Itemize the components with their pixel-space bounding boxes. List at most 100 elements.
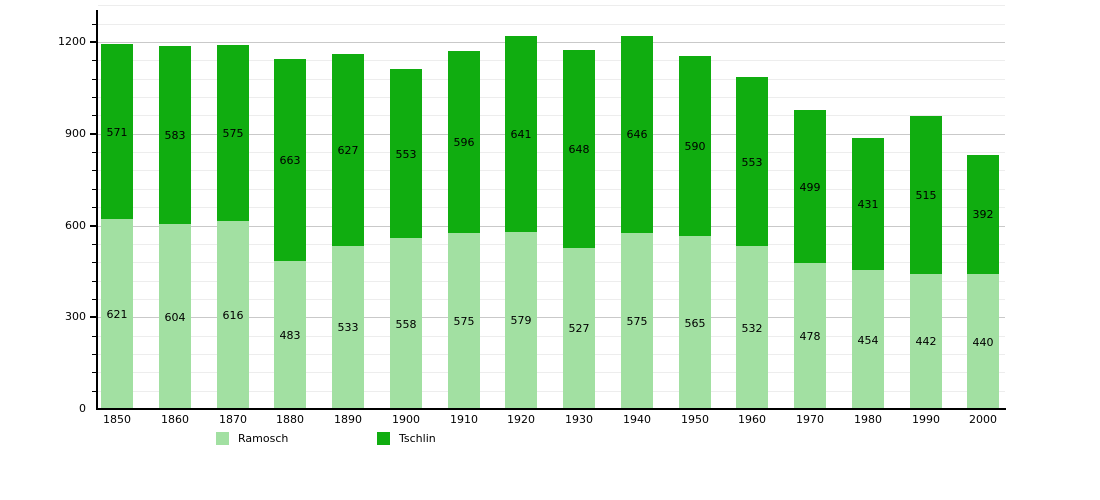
y-axis-minor-tick-1140 <box>92 60 96 61</box>
y-axis-minor-tick-120 <box>92 372 96 373</box>
value-label-ramosch-1930: 527 <box>568 322 590 335</box>
y-axis-minor-tick-720 <box>92 189 96 190</box>
bar-segment-tschlin-1920 <box>505 35 537 232</box>
bar-segment-ramosch-1870 <box>217 220 249 409</box>
value-label-tschlin-1860: 583 <box>164 129 186 142</box>
x-axis-label-1980: 1980 <box>854 413 882 426</box>
gridline-960 <box>98 115 1005 116</box>
value-label-ramosch-1890: 533 <box>337 321 359 334</box>
x-axis-label-1910: 1910 <box>450 413 478 426</box>
x-axis-label-1930: 1930 <box>565 413 593 426</box>
value-label-ramosch-2000: 440 <box>972 336 994 349</box>
bar-segment-ramosch-1890 <box>332 245 364 409</box>
value-label-ramosch-1850: 621 <box>106 308 128 321</box>
value-label-ramosch-1920: 579 <box>510 314 532 327</box>
gridline-1200 <box>98 42 1005 43</box>
y-axis-minor-tick-60 <box>92 391 96 392</box>
bar-segment-tschlin-1990 <box>910 116 942 274</box>
x-axis-label-1890: 1890 <box>334 413 362 426</box>
gridline-840 <box>98 152 1005 153</box>
y-axis-tick-1200 <box>90 41 96 43</box>
bar-segment-tschlin-1960 <box>736 77 768 247</box>
bar-segment-ramosch-1940 <box>621 233 653 409</box>
value-label-tschlin-1890: 627 <box>337 144 359 157</box>
y-axis-minor-tick-240 <box>92 336 96 337</box>
gridline-360 <box>98 299 1005 300</box>
y-axis-minor-tick-360 <box>92 299 96 300</box>
y-axis-line <box>96 10 98 410</box>
gridline-60 <box>98 391 1005 392</box>
y-axis-minor-tick-180 <box>92 354 96 355</box>
gridline-1320 <box>98 5 1005 6</box>
bar-segment-ramosch-1980 <box>852 270 884 409</box>
value-label-ramosch-1950: 565 <box>684 317 706 330</box>
bar-segment-ramosch-1970 <box>794 262 826 409</box>
value-label-ramosch-1940: 575 <box>626 315 648 328</box>
gridline-240 <box>98 336 1005 337</box>
y-axis-minor-tick-1020 <box>92 97 96 98</box>
y-axis-label-0: 0 <box>79 402 86 415</box>
x-axis-label-1960: 1960 <box>738 413 766 426</box>
bar-segment-ramosch-1950 <box>679 236 711 409</box>
value-label-tschlin-1950: 590 <box>684 140 706 153</box>
x-axis-label-1950: 1950 <box>681 413 709 426</box>
gridline-180 <box>98 354 1005 355</box>
x-axis-line <box>96 408 1006 410</box>
bar-segment-ramosch-1920 <box>505 231 537 409</box>
y-axis-minor-tick-960 <box>92 115 96 116</box>
bar-segment-tschlin-1900 <box>390 69 422 239</box>
gridline-660 <box>98 207 1005 208</box>
gridline-720 <box>98 189 1005 190</box>
bar-segment-tschlin-1940 <box>621 35 653 234</box>
y-axis-label-900: 900 <box>65 127 86 140</box>
x-axis-label-1990: 1990 <box>912 413 940 426</box>
gridline-480 <box>98 262 1005 263</box>
bar-segment-tschlin-1860 <box>159 45 191 225</box>
value-label-tschlin-2000: 392 <box>972 208 994 221</box>
value-label-tschlin-1920: 641 <box>510 128 532 141</box>
gridline-420 <box>98 281 1005 282</box>
bar-segment-tschlin-1870 <box>217 44 249 221</box>
legend-label-ramosch: Ramosch <box>238 432 289 445</box>
x-axis-label-1850: 1850 <box>103 413 131 426</box>
value-label-ramosch-1990: 442 <box>915 335 937 348</box>
gridline-120 <box>98 372 1005 373</box>
bar-segment-tschlin-1930 <box>563 49 595 248</box>
bar-segment-tschlin-1980 <box>852 138 884 271</box>
value-label-tschlin-1870: 575 <box>222 127 244 140</box>
value-label-tschlin-1880: 663 <box>279 154 301 167</box>
gridline-540 <box>98 244 1005 245</box>
value-label-ramosch-1960: 532 <box>741 322 763 335</box>
x-axis-label-2000: 2000 <box>969 413 997 426</box>
bar-segment-ramosch-1910 <box>448 233 480 409</box>
y-axis-tick-900 <box>90 133 96 135</box>
legend-swatch-tschlin <box>377 432 390 445</box>
value-label-ramosch-1900: 558 <box>395 318 417 331</box>
y-axis-minor-tick-660 <box>92 207 96 208</box>
x-axis-label-1970: 1970 <box>796 413 824 426</box>
bar-segment-tschlin-1880 <box>274 58 306 262</box>
value-label-tschlin-1940: 646 <box>626 128 648 141</box>
value-label-ramosch-1980: 454 <box>857 334 879 347</box>
gridline-1260 <box>98 24 1005 25</box>
gridline-780 <box>98 170 1005 171</box>
bar-segment-tschlin-1950 <box>679 55 711 237</box>
y-axis-label-1200: 1200 <box>58 35 86 48</box>
bar-segment-tschlin-1910 <box>448 50 480 234</box>
value-label-tschlin-1900: 553 <box>395 148 417 161</box>
value-label-tschlin-1910: 596 <box>453 136 475 149</box>
gridline-900 <box>98 134 1005 135</box>
y-axis-minor-tick-420 <box>92 281 96 282</box>
value-label-ramosch-1870: 616 <box>222 309 244 322</box>
bar-segment-ramosch-1880 <box>274 261 306 409</box>
value-label-tschlin-1970: 499 <box>799 181 821 194</box>
bar-segment-ramosch-1860 <box>159 224 191 409</box>
bar-segment-ramosch-1990 <box>910 273 942 409</box>
gridline-600 <box>98 226 1005 227</box>
y-axis-minor-tick-540 <box>92 244 96 245</box>
gridline-1080 <box>98 79 1005 80</box>
bar-segment-ramosch-1930 <box>563 247 595 409</box>
x-axis-label-1900: 1900 <box>392 413 420 426</box>
value-label-tschlin-1990: 515 <box>915 189 937 202</box>
